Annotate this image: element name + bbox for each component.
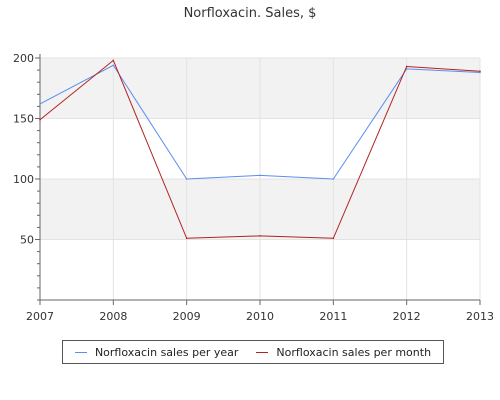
data-point-series-1-2010 [259,174,261,177]
data-point-series-2-2007 [39,118,41,121]
x-tick-label-2012: 2012 [393,310,421,323]
legend-item-series-2: Norfloxacin sales per month [256,346,431,359]
x-tick-label-2011: 2011 [319,310,347,323]
y-tick-label-100: 100 [13,173,34,186]
data-point-series-2-2012 [405,65,408,68]
x-tick-label-2007: 2007 [26,310,54,323]
y-tick-label-200: 200 [13,52,34,65]
data-point-series-2-2011 [332,237,335,240]
legend-item-series-1: Norfloxacin sales per year [74,345,239,359]
x-tick-label-2013: 2013 [466,310,494,323]
data-point-series-1-2013 [479,71,481,74]
legend-swatch-series-2 [256,351,269,353]
y-tick-label-50: 50 [20,234,34,247]
data-point-series-1-2007 [39,103,41,105]
x-tick-label-2009: 2009 [173,310,201,323]
legend-label-series-1: Norfloxacin sales per year [94,345,239,359]
data-point-series-2-2009 [185,237,188,240]
data-point-series-2-2013 [479,70,481,73]
data-point-series-2-2010 [259,235,261,237]
y-tick-label-150: 150 [13,113,34,126]
chart-series [39,59,481,240]
data-point-series-2-2008 [112,59,115,62]
chart-axes [35,54,481,305]
chart-legend: Norfloxacin sales per year Norfloxacin s… [62,340,444,364]
chart-labels: 50 100 150 200 2007 2008 2009 2010 2011 2012 2013 [13,52,494,323]
data-point-series-1-2011 [332,178,335,180]
legend-label-series-2: Norfloxacin sales per month [276,345,432,359]
x-tick-label-2010: 2010 [246,310,274,323]
data-point-series-1-2008 [112,64,115,67]
legend-swatch-series-1 [74,351,87,353]
chart-title: Norfloxacin. Sales, $ [183,6,317,21]
x-tick-label-2008: 2008 [99,310,127,323]
data-point-series-1-2009 [185,178,188,180]
